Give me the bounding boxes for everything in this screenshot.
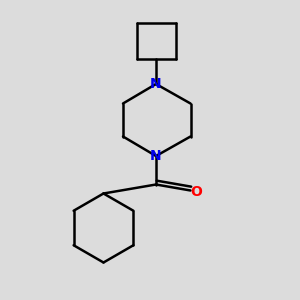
Text: O: O <box>190 185 202 199</box>
Text: N: N <box>150 77 162 91</box>
Text: N: N <box>150 149 162 163</box>
